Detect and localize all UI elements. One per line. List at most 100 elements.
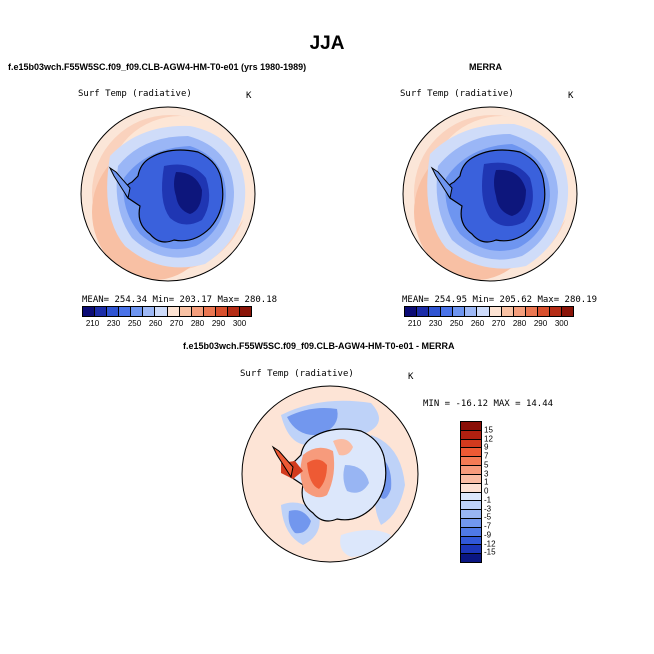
colorbar-tick-label: 1 [484,477,489,487]
colorbar-tick-label: 210 [85,319,100,328]
colorbar-tick-label: 280 [512,319,527,328]
peninsula [271,445,294,479]
colorbar-tick-label: 290 [533,319,548,328]
colorbar-swatch [107,307,120,316]
colorbar-swatch [405,307,418,316]
colorbar-swatch [461,483,481,493]
colorbar-swatch [461,439,481,449]
colorbar-swatch [461,448,481,458]
colorbar-swatch [441,307,454,316]
anomaly-blue-north-strong [287,408,338,436]
colorbar-tick-label: 250 [449,319,464,328]
colorbar-swatch [429,307,442,316]
colorbar-swatch [461,554,481,562]
anomaly-warm-interior [333,439,353,456]
colorbar-swatch [191,307,204,316]
colorbar-swatch [501,307,514,316]
panel3-subtitle: f.e15b03wch.F55W5SC.f09_f09.CLB-AGW4-HM-… [183,341,455,351]
colorbar-tick-label: -5 [484,512,492,522]
panel1-subtitle: f.e15b03wch.F55W5SC.f09_f09.CLB-AGW4-HM-… [8,62,307,72]
panel2-polar-map [402,106,578,282]
colorbar-tick-label: -9 [484,530,492,540]
colorbar-tick-label: 290 [211,319,226,328]
colorbar-swatch [179,307,192,316]
colorbar-swatch [562,307,574,316]
colorbar-swatch [461,474,481,484]
colorbar-swatch [167,307,180,316]
panel1-polar-map [80,106,256,282]
colorbar-swatch [461,457,481,467]
colorbar-swatch [417,307,430,316]
panel1-variable-label: Surf Temp (radiative) [78,89,192,99]
colorbar-tick-label: -1 [484,495,492,505]
colorbar-tick-label: 300 [232,319,247,328]
colorbar-swatch [461,430,481,440]
anomaly-warm-west-strong [307,459,327,489]
panel2-colorbar [404,306,574,317]
panel3-variable-label: Surf Temp (radiative) [240,369,354,379]
colorbar-tick-label: -12 [484,539,496,548]
colorbar-tick-label: 15 [484,425,493,435]
panel1-stats: MEAN= 254.34 Min= 203.17 Max= 280.18 [82,295,278,305]
colorbar-swatch [461,492,481,502]
colorbar-tick-label: -3 [484,504,492,513]
panel3-units-label: K [408,372,414,382]
colorbar-tick-label: 230 [428,319,443,328]
colorbar-tick-label: 9 [484,442,489,452]
colorbar-swatch [155,307,168,316]
colorbar-swatch [203,307,216,316]
colorbar-swatch [119,307,132,316]
colorbar-tick-label: 260 [470,319,485,328]
colorbar-tick-label: 5 [484,460,489,470]
colorbar-swatch [227,307,241,316]
colorbar-tick-label: 300 [554,319,569,328]
anomaly-cool-interior [343,465,369,493]
colorbar-swatch [453,307,466,316]
colorbar-tick-label: 250 [127,319,142,328]
colorbar-tick-label: 260 [148,319,163,328]
colorbar-swatch [489,307,502,316]
colorbar-swatch [215,307,228,316]
peninsula [108,166,131,200]
colorbar-swatch [513,307,526,316]
colorbar-swatch [549,307,563,316]
panel2-subtitle: MERRA [469,62,502,72]
colorbar-tick-label: 210 [407,319,422,328]
colorbar-swatch [461,501,481,511]
colorbar-swatch [83,307,96,316]
colorbar-tick-label: 12 [484,434,493,443]
panel3-colorbar [460,421,482,563]
colorbar-swatch [240,307,252,316]
colorbar-swatch [143,307,156,316]
page-title: JJA [309,33,345,54]
colorbar-swatch [537,307,550,316]
colorbar-swatch [461,527,481,537]
colorbar-tick-label: -15 [484,547,496,557]
interior-cold-2 [494,169,526,216]
panel1-units-label: K [246,91,252,101]
colorbar-swatch [461,518,481,528]
panel3-stats: MIN = -16.12 MAX = 14.44 [423,399,554,409]
anomaly-blue-southeast [340,530,391,557]
colorbar-tick-label: 270 [169,319,184,328]
panel2-variable-label: Surf Temp (radiative) [400,89,514,99]
panel2-units-label: K [568,91,574,101]
colorbar-tick-label: 270 [491,319,506,328]
colorbar-swatch [477,307,490,316]
colorbar-swatch [461,510,481,519]
panel1-colorbar [82,306,252,317]
colorbar-swatch [525,307,538,316]
peninsula [430,166,453,200]
colorbar-tick-label: 7 [484,451,489,461]
colorbar-swatch [131,307,144,316]
colorbar-tick-label: 3 [484,469,489,478]
colorbar-tick-label: 280 [190,319,205,328]
colorbar-swatch [95,307,108,316]
panel3-polar-map [241,385,419,563]
colorbar-swatch [461,545,481,555]
colorbar-swatch [461,422,481,431]
colorbar-tick-label: 0 [484,486,489,496]
colorbar-tick-label: -7 [484,521,492,531]
colorbar-swatch [465,307,478,316]
panel2-stats: MEAN= 254.95 Min= 205.62 Max= 280.19 [402,295,598,305]
